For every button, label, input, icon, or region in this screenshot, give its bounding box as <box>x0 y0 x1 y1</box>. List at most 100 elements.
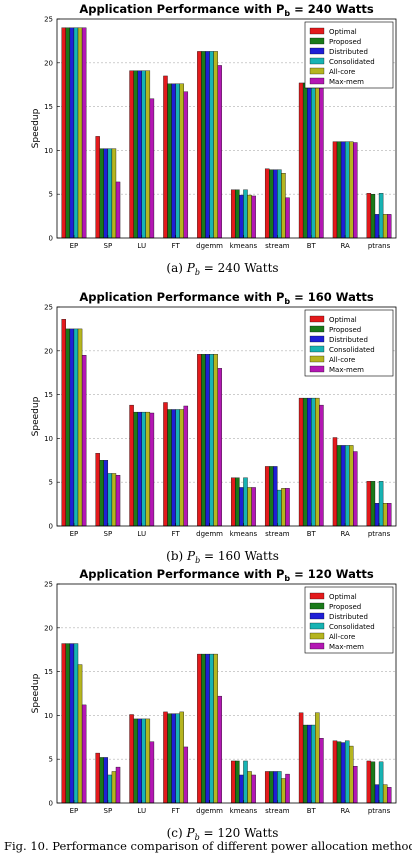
bar-all-core-sp <box>111 771 117 804</box>
bar-proposed-sp <box>99 757 104 804</box>
bar-all-core-ra <box>349 745 354 804</box>
bar-max-mem-ra <box>353 142 358 239</box>
legend-swatch-distributed <box>309 47 325 55</box>
bar-proposed-dgemm <box>201 653 206 804</box>
bar-consolidated-ft <box>175 83 180 239</box>
y-tick-label: 10 <box>44 712 53 720</box>
bar-distributed-ft <box>171 409 176 527</box>
bar-proposed-ft <box>167 713 172 804</box>
bar-max-mem-ep <box>81 704 87 804</box>
bar-distributed-sp <box>103 757 109 804</box>
bar-all-core-ptrans <box>382 214 388 239</box>
bar-max-mem-stream <box>285 488 290 527</box>
y-tick-label: 20 <box>44 347 53 355</box>
bar-distributed-ptrans <box>374 214 380 239</box>
y-tick-label: 5 <box>49 191 53 199</box>
bar-optimal-ep <box>61 27 66 239</box>
bar-distributed-kmeans <box>239 774 244 804</box>
bar-distributed-lu <box>137 411 142 527</box>
bar-proposed-ep <box>65 27 71 239</box>
y-axis-label: Speedup <box>31 673 41 713</box>
bar-max-mem-ra <box>353 766 358 804</box>
x-tick-label: SP <box>104 242 113 250</box>
x-tick-label: BT <box>307 242 317 250</box>
bar-optimal-ra <box>332 141 338 239</box>
bar-consolidated-kmeans <box>243 477 248 527</box>
bar-all-core-lu <box>145 411 151 527</box>
bar-optimal-ft <box>163 711 168 804</box>
bar-optimal-sp <box>95 136 100 239</box>
legend-swatch-optimal <box>309 315 325 323</box>
legend-swatch-optimal <box>309 592 325 600</box>
y-tick-label: 15 <box>44 668 53 676</box>
bar-consolidated-ep <box>73 328 79 527</box>
legend-label-consolidated: Consolidated <box>329 346 375 354</box>
bar-optimal-ep <box>61 319 66 527</box>
bar-optimal-lu <box>129 404 134 527</box>
x-tick-label: LU <box>137 530 146 538</box>
y-tick-label: 25 <box>44 304 53 312</box>
legend-swatch-proposed <box>309 325 325 333</box>
y-tick-label: 0 <box>49 523 53 531</box>
bar-optimal-dgemm <box>197 653 202 804</box>
bar-max-mem-ptrans <box>387 503 392 527</box>
bar-optimal-dgemm <box>197 354 202 527</box>
bar-max-mem-kmeans <box>251 774 256 804</box>
bar-max-mem-lu <box>149 98 155 239</box>
legend-label-optimal: Optimal <box>329 316 357 324</box>
legend-swatch-consolidated <box>309 57 325 65</box>
legend-swatch-all-core <box>309 632 325 640</box>
bar-optimal-ft <box>163 402 168 527</box>
y-axis-label: Speedup <box>31 108 41 148</box>
bar-consolidated-stream <box>277 771 282 804</box>
chart-title: Application Performance with Pb = 160 Wa… <box>79 290 373 306</box>
subfigure-caption: (b) Pb = 160 Watts <box>166 549 279 565</box>
bar-all-core-ra <box>349 445 354 527</box>
bar-proposed-ft <box>167 83 172 239</box>
chart-title: Application Performance with Pb = 240 Wa… <box>79 2 373 18</box>
bar-max-mem-ep <box>81 355 87 527</box>
bar-proposed-dgemm <box>201 354 206 527</box>
legend-swatch-all-core <box>309 67 325 75</box>
x-tick-label: FT <box>172 242 181 250</box>
bar-optimal-ptrans <box>366 760 372 804</box>
bar-consolidated-bt <box>311 397 316 527</box>
legend-swatch-proposed <box>309 37 325 45</box>
y-tick-label: 25 <box>44 581 53 589</box>
y-tick-label: 5 <box>49 756 53 764</box>
bar-consolidated-ep <box>73 643 79 804</box>
bar-all-core-sp <box>111 148 117 239</box>
bar-max-mem-dgemm <box>217 368 222 527</box>
bar-max-mem-bt <box>319 738 324 804</box>
bar-distributed-ra <box>340 742 346 804</box>
bar-optimal-stream <box>264 466 270 527</box>
y-tick-label: 5 <box>49 479 53 487</box>
bar-max-mem-ptrans <box>387 214 392 239</box>
bar-optimal-kmeans <box>231 189 236 239</box>
bar-proposed-dgemm <box>201 51 206 239</box>
x-tick-label: dgemm <box>196 242 223 250</box>
bar-distributed-bt <box>307 397 312 527</box>
bar-max-mem-ptrans <box>387 787 392 804</box>
x-tick-label: FT <box>172 807 181 815</box>
bar-all-core-ft <box>179 409 184 527</box>
x-tick-label: kmeans <box>230 242 258 250</box>
bar-optimal-ft <box>163 75 168 239</box>
legend-label-distributed: Distributed <box>329 48 368 56</box>
subfigure-caption: (c) Pb = 120 Watts <box>167 826 279 842</box>
bar-all-core-bt <box>315 82 320 239</box>
bar-consolidated-ptrans <box>378 481 384 527</box>
bar-distributed-sp <box>103 148 109 239</box>
bar-distributed-stream <box>273 466 278 527</box>
subfigure-caption: (a) Pb = 240 Watts <box>166 261 278 277</box>
bar-max-mem-ft <box>183 405 189 527</box>
bar-max-mem-ra <box>353 451 358 527</box>
bar-distributed-dgemm <box>205 653 210 804</box>
bar-distributed-lu <box>137 718 142 804</box>
bar-proposed-bt <box>302 724 308 804</box>
x-tick-label: kmeans <box>230 807 258 815</box>
bar-proposed-sp <box>99 148 104 239</box>
bar-proposed-ptrans <box>370 761 376 804</box>
bar-all-core-ep <box>77 664 83 804</box>
bar-proposed-ep <box>65 328 71 527</box>
